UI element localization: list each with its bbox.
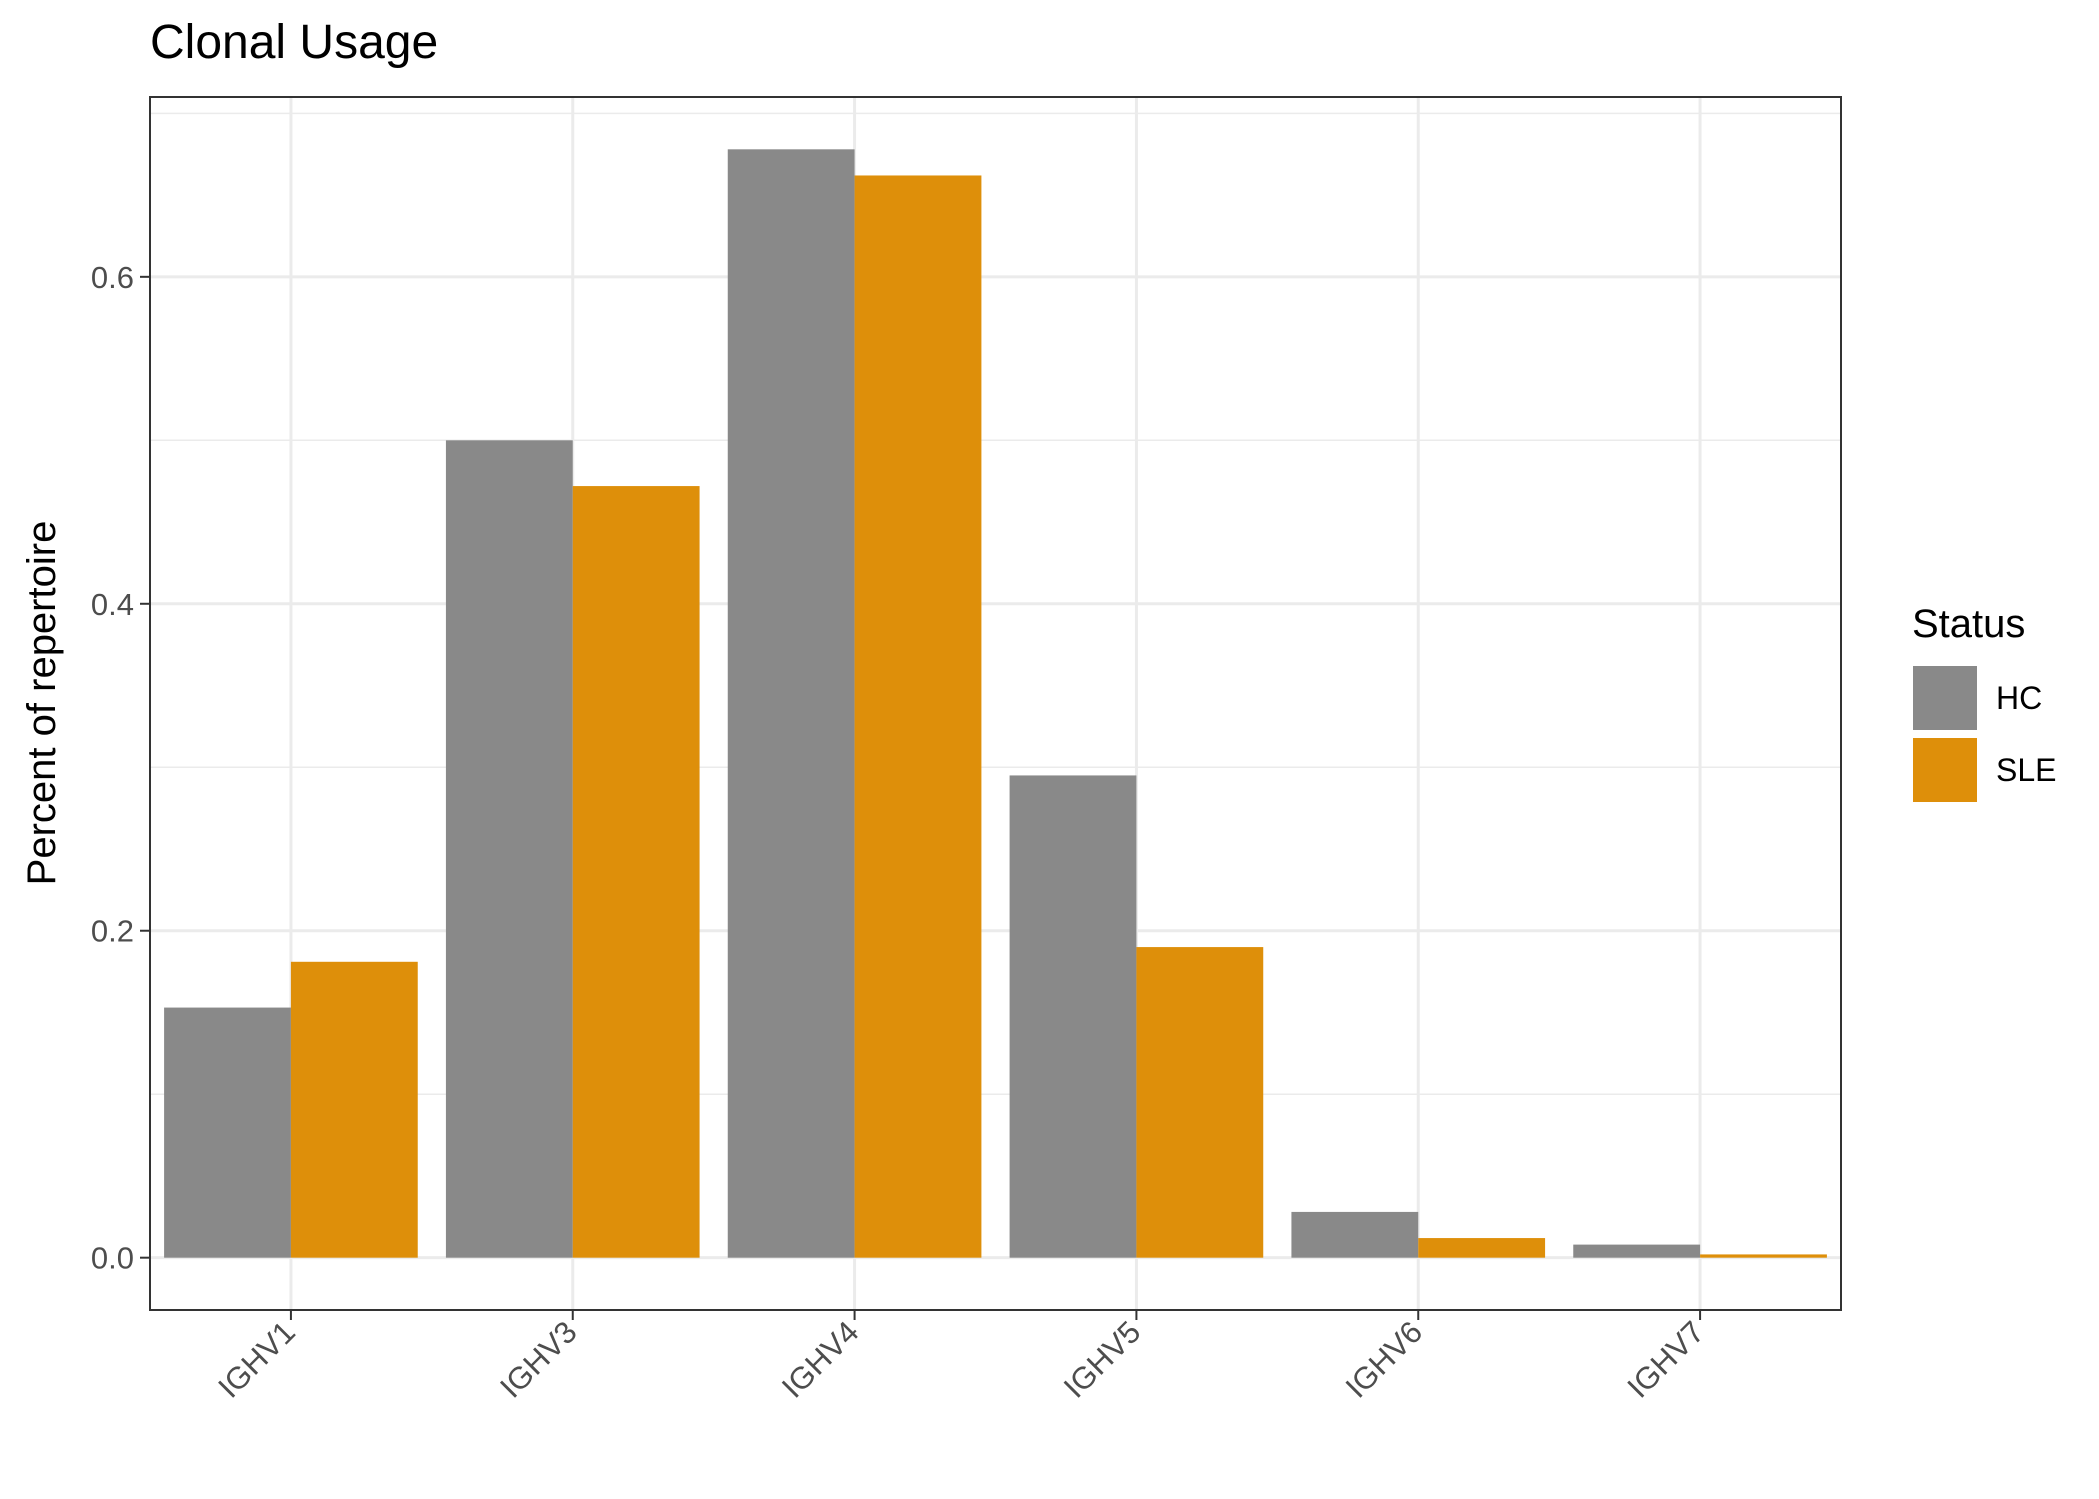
legend-key-hc [1911,664,1979,732]
bar-sle-ighv4 [854,175,982,1258]
y-axis-title: Percent of repertoire [20,521,64,886]
bar-sle-ighv1 [290,961,418,1258]
plot-panel-border [149,96,1842,1311]
bar-sle-ighv6 [1418,1238,1546,1258]
legend-label-hc: HC [1996,680,2042,716]
bars [164,149,1827,1258]
bar-sle-ighv5 [1136,947,1264,1258]
bar-sle-ighv3 [572,486,700,1258]
y-tick-label: 0.0 [91,1241,134,1276]
y-tick-label: 0.2 [91,914,134,949]
legend-title: Status [1912,602,2025,646]
bar-hc-ighv7 [1573,1244,1701,1258]
legend: Status HC SLE [1911,602,2056,804]
y-tick-label: 0.4 [91,587,134,622]
bar-hc-ighv5 [1009,775,1137,1258]
legend-label-sle: SLE [1996,752,2056,788]
bar-hc-ighv1 [164,1007,291,1258]
bar-sle-ighv7 [1700,1254,1827,1258]
y-axis: 0.0 0.2 0.4 0.6 [91,260,150,1276]
bar-hc-ighv6 [1291,1211,1419,1258]
bar-hc-ighv3 [445,440,573,1258]
legend-key-sle [1911,736,1979,804]
y-tick-label: 0.6 [91,260,134,295]
bar-hc-ighv4 [727,149,855,1258]
chart-title: Clonal Usage [150,16,438,69]
